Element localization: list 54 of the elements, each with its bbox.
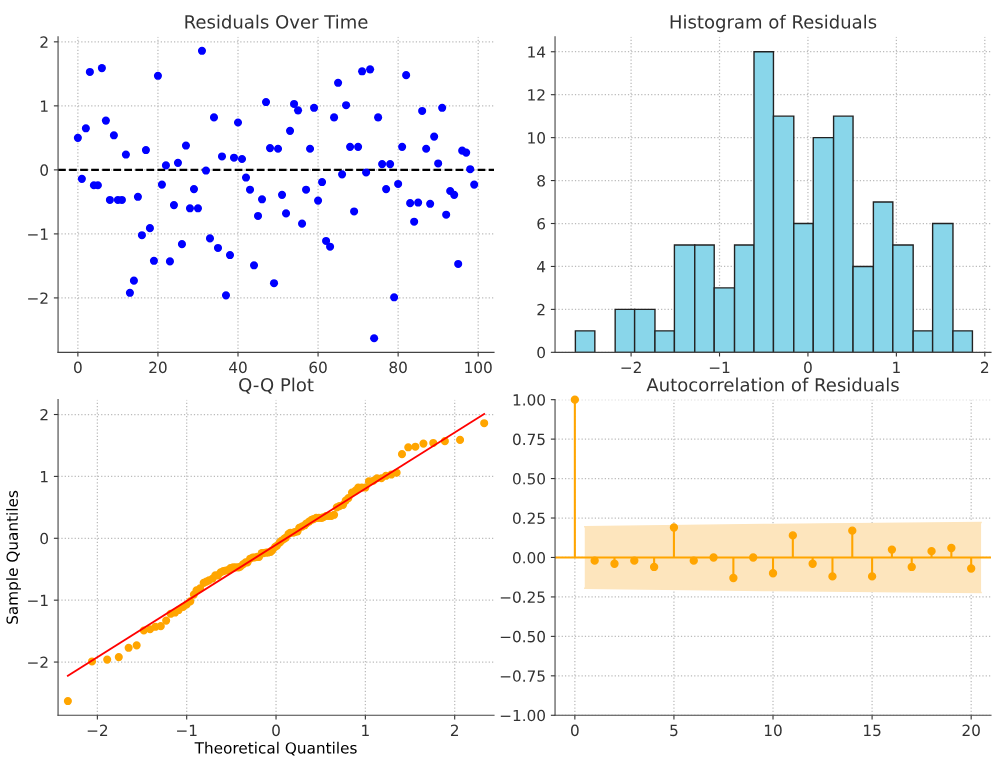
- x-tick-label: 1: [362, 724, 369, 736]
- y-tick-label: 0.00: [513, 551, 545, 564]
- x-tick-label: 2: [981, 361, 989, 373]
- y-tick-label: 0: [40, 532, 49, 545]
- x-tick-label: 80: [389, 361, 407, 374]
- x-tick-label: 0: [74, 361, 82, 374]
- y-tick-label: −0.50: [500, 630, 545, 643]
- y-tick-label: 8: [537, 175, 545, 187]
- x-tick-label: 5: [670, 724, 678, 737]
- x-tick-label: 40: [229, 361, 247, 374]
- chart-title: Autocorrelation of Residuals: [646, 377, 899, 392]
- x-tick-label: 100: [465, 361, 492, 374]
- y-tick-label: 12: [528, 89, 545, 101]
- y-tick-label: 4: [537, 261, 546, 273]
- y-tick-label: 10: [528, 132, 545, 144]
- x-tick-label: 0: [272, 724, 280, 737]
- x-tick-label: 1: [893, 361, 900, 373]
- x-axis-title: Theoretical Quantiles: [194, 741, 357, 756]
- x-tick-label: −2: [621, 361, 641, 373]
- x-tick-label: 2: [450, 724, 459, 736]
- y-tick-label: −1: [28, 594, 48, 606]
- y-tick-label: 14: [528, 46, 546, 58]
- y-tick-label: 1.00: [513, 394, 545, 406]
- chart-title: Residuals Over Time: [185, 14, 368, 29]
- chart-title: Q-Q Plot: [239, 377, 314, 394]
- x-tick-label: 15: [864, 724, 881, 737]
- y-tick-label: −0.75: [500, 670, 545, 682]
- x-tick-label: 0: [804, 361, 812, 374]
- x-tick-label: 20: [149, 361, 167, 374]
- x-tick-label: 0: [571, 724, 579, 737]
- y-tick-label: 0: [537, 346, 545, 359]
- y-tick-label: 0.75: [513, 433, 545, 446]
- x-tick-label: 10: [764, 724, 782, 737]
- y-tick-label: −1.00: [500, 709, 545, 722]
- y-tick-label: −2: [28, 656, 48, 668]
- y-tick-label: −1: [28, 228, 48, 240]
- y-tick-label: 1: [40, 471, 48, 483]
- y-tick-label: 0.50: [513, 473, 545, 485]
- y-tick-label: 0.25: [513, 512, 545, 525]
- y-tick-label: 0: [40, 164, 49, 176]
- x-tick-label: 20: [962, 724, 980, 737]
- y-tick-label: −2: [28, 292, 48, 304]
- x-tick-label: −1: [177, 724, 197, 736]
- x-tick-label: −1: [709, 361, 730, 373]
- y-tick-label: 2: [537, 303, 545, 316]
- y-tick-label: 1: [40, 100, 48, 112]
- y-tick-label: −0.25: [500, 591, 545, 603]
- y-tick-label: 6: [537, 217, 546, 230]
- y-tick-label: 2: [40, 36, 48, 48]
- x-tick-label: 60: [309, 361, 327, 374]
- x-tick-label: −2: [87, 724, 108, 736]
- y-axis-title: Sample Quantiles: [6, 490, 21, 624]
- chart-title: Histogram of Residuals: [670, 14, 877, 33]
- y-tick-label: 2: [40, 408, 48, 421]
